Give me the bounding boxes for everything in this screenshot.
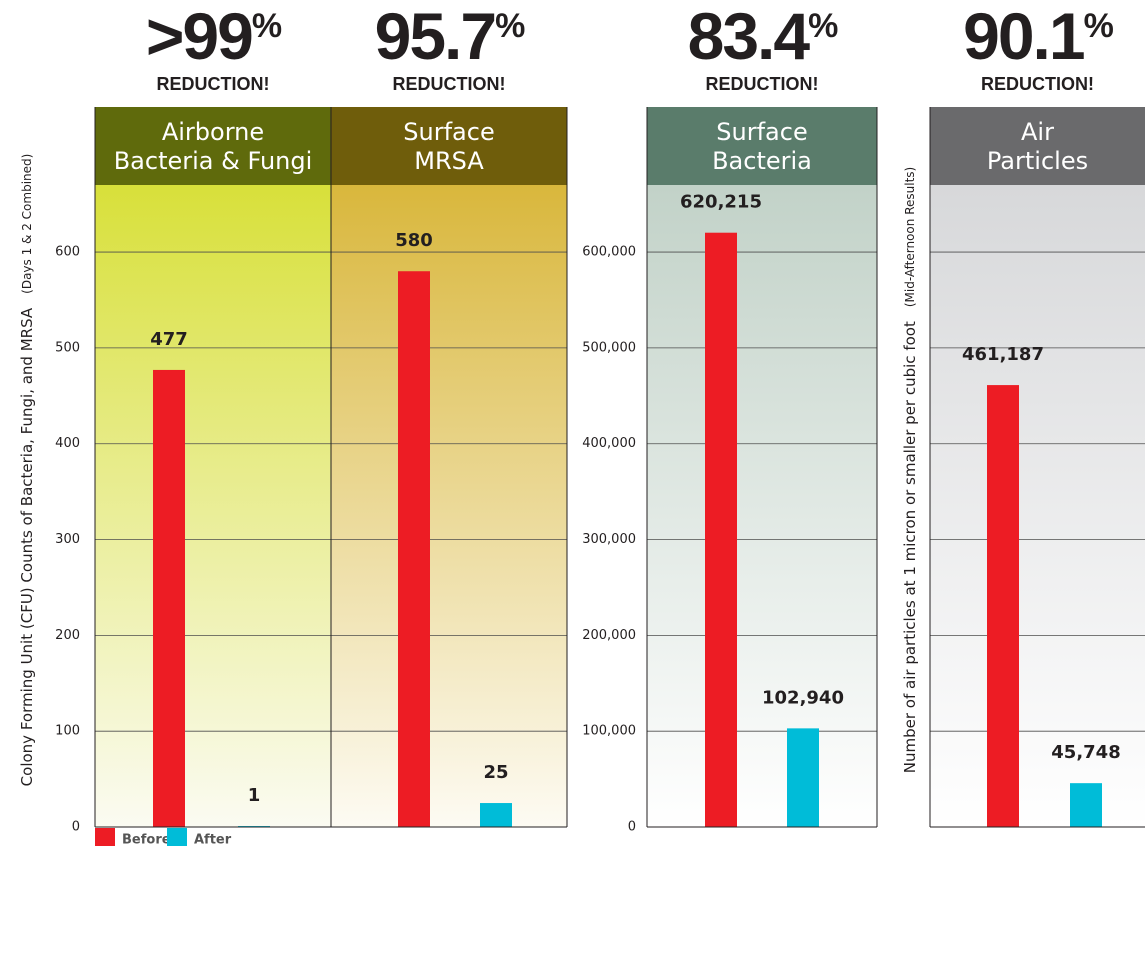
panel-title: Air: [1021, 118, 1054, 146]
legend-swatch: [167, 828, 187, 846]
bar: [398, 271, 430, 828]
y-tick-label: 600: [55, 245, 80, 260]
y-tick-label: 500: [55, 340, 80, 355]
bar: [1070, 783, 1102, 827]
y-tick-label: 300: [55, 532, 80, 547]
y-tick-label: 300,000: [582, 532, 636, 547]
bar: [153, 369, 185, 827]
panel-title: Surface: [716, 118, 807, 146]
y-tick-label: 200,000: [582, 628, 636, 643]
y-tick-label: 100: [55, 724, 80, 739]
y-axis-label-note: (Days 1 & 2 Combined): [20, 154, 34, 294]
headline-value: >99: [146, 0, 252, 73]
y-axis-label: Number of air particles at 1 micron or s…: [901, 167, 919, 773]
value-label: 580: [395, 230, 433, 251]
headline: 90.1%: [963, 0, 1113, 73]
value-label: 25: [483, 762, 508, 783]
panel-header: [95, 107, 331, 185]
value-label: 477: [150, 329, 188, 350]
panel-header: [930, 107, 1145, 185]
headline: 83.4%: [688, 0, 838, 73]
legend-swatch: [95, 828, 115, 846]
bar: [987, 385, 1019, 827]
value-label: 461,187: [962, 344, 1044, 365]
subheadline: REDUCTION!: [393, 74, 506, 94]
value-label: 620,215: [680, 192, 762, 213]
y-axis-label-note: (Mid-Afternoon Results): [903, 167, 917, 307]
y-tick-label: 600,000: [582, 245, 636, 260]
subheadline: REDUCTION!: [706, 74, 819, 94]
headline-unit: %: [252, 7, 282, 45]
y-tick-label: 0: [72, 820, 80, 835]
y-axis-label-main: Number of air particles at 1 micron or s…: [901, 321, 919, 773]
panel-background: [647, 185, 877, 827]
headline-unit: %: [1084, 7, 1114, 45]
panel-title: Bacteria & Fungi: [114, 147, 313, 175]
value-label: 102,940: [762, 687, 844, 708]
bar: [480, 803, 512, 827]
legend-label: After: [194, 833, 232, 848]
headline-value: 90.1: [963, 0, 1084, 73]
legend-label: Before: [122, 833, 171, 848]
headline-value: 83.4: [688, 0, 811, 73]
y-tick-label: 400: [55, 436, 80, 451]
panel-header: [647, 107, 877, 185]
headline: 95.7%: [375, 0, 525, 73]
subheadline: REDUCTION!: [981, 74, 1094, 94]
y-axis-label: Colony Forming Unit (CFU) Counts of Bact…: [18, 154, 36, 787]
panel-title: MRSA: [414, 147, 484, 175]
panel-background: [95, 185, 331, 827]
y-tick-label: 400,000: [582, 436, 636, 451]
bar: [787, 728, 819, 827]
y-tick-label: 100,000: [582, 724, 636, 739]
value-label: 45,748: [1051, 742, 1120, 763]
subheadline: REDUCTION!: [157, 74, 270, 94]
panel-title: Bacteria: [712, 147, 812, 175]
panel-background: [331, 185, 567, 827]
headline-unit: %: [808, 7, 838, 45]
y-tick-label: 0: [628, 820, 636, 835]
headline-unit: %: [495, 7, 525, 45]
headline: >99%: [146, 0, 282, 73]
value-label: 1: [248, 785, 261, 806]
bar: [705, 232, 737, 827]
y-tick-label: 500,000: [582, 340, 636, 355]
panel-title: Surface: [403, 118, 494, 146]
headline-value: 95.7: [375, 0, 495, 73]
panel-title: Particles: [987, 147, 1088, 175]
y-axis-label-main: Colony Forming Unit (CFU) Counts of Bact…: [18, 307, 36, 786]
panel-header: [331, 107, 567, 185]
y-tick-label: 200: [55, 628, 80, 643]
panel-background: [930, 185, 1145, 827]
panel-title: Airborne: [162, 118, 264, 146]
